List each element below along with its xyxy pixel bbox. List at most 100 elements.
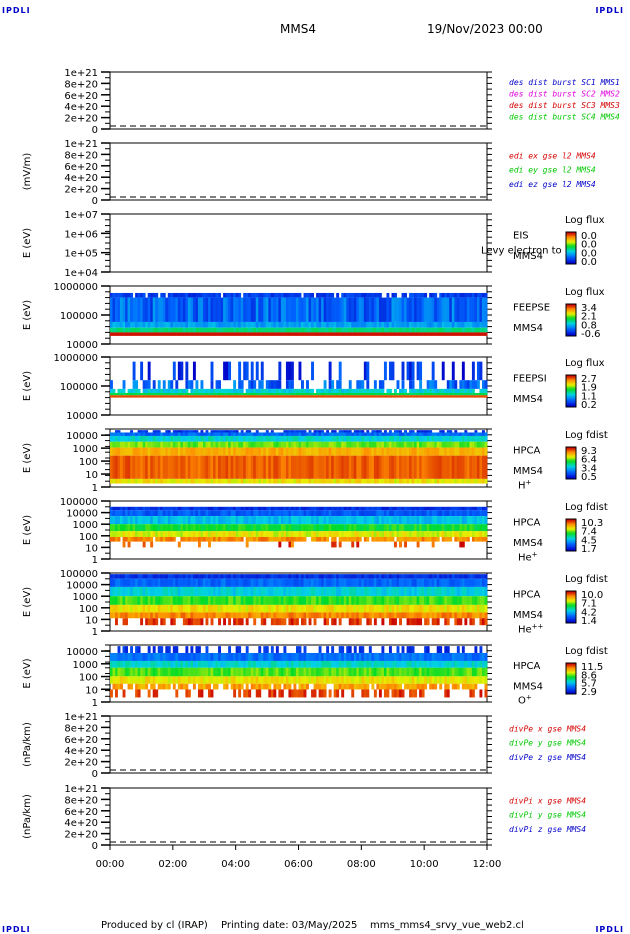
panel-7-cell xyxy=(115,578,118,587)
panel-4-cell xyxy=(336,388,340,393)
panel-7-cell xyxy=(459,574,463,579)
panel-0-legend-entry: des dist burst SC1 MMS1 xyxy=(509,78,620,87)
panel-4-cell xyxy=(333,392,337,396)
panel-2-colorbar-segment xyxy=(566,246,576,249)
panel-3-cell xyxy=(152,292,156,298)
panel-7-cell xyxy=(125,586,128,597)
panel-4-cell xyxy=(469,380,473,389)
panel-6-cell xyxy=(346,516,350,525)
panel-7-cell xyxy=(356,596,360,605)
panel-6-cell xyxy=(391,531,395,537)
panel-5-cell xyxy=(331,432,335,436)
panel-3-cell xyxy=(185,332,189,336)
panel-5-cell xyxy=(290,441,294,448)
panel-4-colorbar-tick: 0.2 xyxy=(581,400,597,411)
panel-5-cell xyxy=(321,478,325,484)
panel-7-cell xyxy=(125,618,128,626)
panel-6-cell xyxy=(376,506,380,511)
panel-6-cell xyxy=(110,524,113,532)
panel-8-cell xyxy=(230,652,234,661)
panel-7-cell xyxy=(130,612,134,619)
panel-4-cell xyxy=(341,392,345,396)
panel-5-cell xyxy=(464,447,468,456)
panel-5-cell xyxy=(366,435,370,442)
panel-6-cell xyxy=(117,516,121,525)
panel-3-cell xyxy=(298,332,302,336)
panel-7-cell xyxy=(288,586,292,597)
panel-3-cell xyxy=(265,297,269,322)
panel-6-cell xyxy=(195,510,199,517)
panel-5-cell xyxy=(248,430,252,433)
panel-7-cell xyxy=(110,574,113,579)
panel-6-cell xyxy=(474,531,478,537)
panel-6-cell xyxy=(409,524,412,532)
panel-6-cell xyxy=(348,506,352,511)
panel-6-cell xyxy=(346,506,350,511)
panel-3-cell xyxy=(313,327,317,333)
panel-5-cell xyxy=(431,435,435,442)
panel-7-cell xyxy=(187,612,191,619)
panel-8-cell xyxy=(409,652,412,661)
panel-4-cell xyxy=(235,388,239,393)
panel-7-cell xyxy=(321,578,325,587)
panel-5-cell xyxy=(238,455,242,479)
panel-2-ytick-label: 1e+07 xyxy=(64,210,98,221)
panel-7-cell xyxy=(386,578,390,587)
panel-5-cell xyxy=(481,430,485,433)
panel-5-cell xyxy=(225,478,229,484)
panel-3-cell xyxy=(132,297,136,322)
panel-7-cell xyxy=(177,604,181,613)
panel-3-cell xyxy=(215,292,219,298)
panel-7-cell xyxy=(255,578,259,587)
panel-7-colorbar-title: Log fdist xyxy=(565,574,608,585)
panel-6-cell xyxy=(323,531,327,537)
panel-7-cell xyxy=(464,604,468,613)
panel-5-cell xyxy=(459,432,463,436)
panel-7-cell xyxy=(426,604,430,613)
panel-5-cell xyxy=(253,435,257,442)
panel-3-cell xyxy=(469,332,473,336)
panel-8-cell xyxy=(258,660,262,668)
panel-8-cell xyxy=(160,660,164,668)
panel-4-cell xyxy=(122,395,126,398)
panel-6-cell xyxy=(125,506,128,511)
panel-7-cell xyxy=(268,612,272,619)
panel-6-cell xyxy=(115,506,118,511)
panel-6-cell xyxy=(233,536,237,542)
panel-3-cell xyxy=(464,292,468,298)
panel-7-cell xyxy=(411,612,415,619)
panel-5-cell xyxy=(240,435,244,442)
panel-7-cell xyxy=(361,586,365,597)
panel-6-cell xyxy=(162,516,166,525)
panel-7-cell xyxy=(260,618,264,626)
panel-8-cell xyxy=(446,652,450,661)
panel-7-cell xyxy=(439,612,443,619)
panel-6-cell xyxy=(303,516,307,525)
panel-6-cell xyxy=(363,531,367,537)
panel-8-cell xyxy=(245,646,249,653)
panel-3-cell xyxy=(358,297,362,322)
panel-4-cell xyxy=(130,395,134,398)
panel-7-cell xyxy=(479,574,483,579)
panel-5-cell xyxy=(464,455,468,479)
panel-7-cell xyxy=(459,618,463,626)
panel-6-cell xyxy=(218,531,221,537)
panel-3-cell xyxy=(190,297,194,322)
panel-5-cell xyxy=(471,435,475,442)
panel-6-cell xyxy=(180,536,184,542)
panel-7-cell xyxy=(167,604,171,613)
panel-7-cell xyxy=(301,578,304,587)
panel-5-cell xyxy=(132,441,136,448)
panel-6-cell xyxy=(275,536,279,542)
panel-5-cell xyxy=(358,478,362,484)
panel-7-cell xyxy=(401,586,405,597)
panel-4-cell xyxy=(233,395,237,398)
panel-6-cell xyxy=(343,510,347,517)
panel-7-cell xyxy=(228,604,232,613)
panel-3-cell xyxy=(288,321,292,328)
panel-6-cell xyxy=(436,531,440,537)
panel-4-cell xyxy=(187,395,191,398)
panel-7-cell xyxy=(348,574,352,579)
panel-5-cell xyxy=(471,478,475,484)
panel-7-cell xyxy=(456,574,460,579)
